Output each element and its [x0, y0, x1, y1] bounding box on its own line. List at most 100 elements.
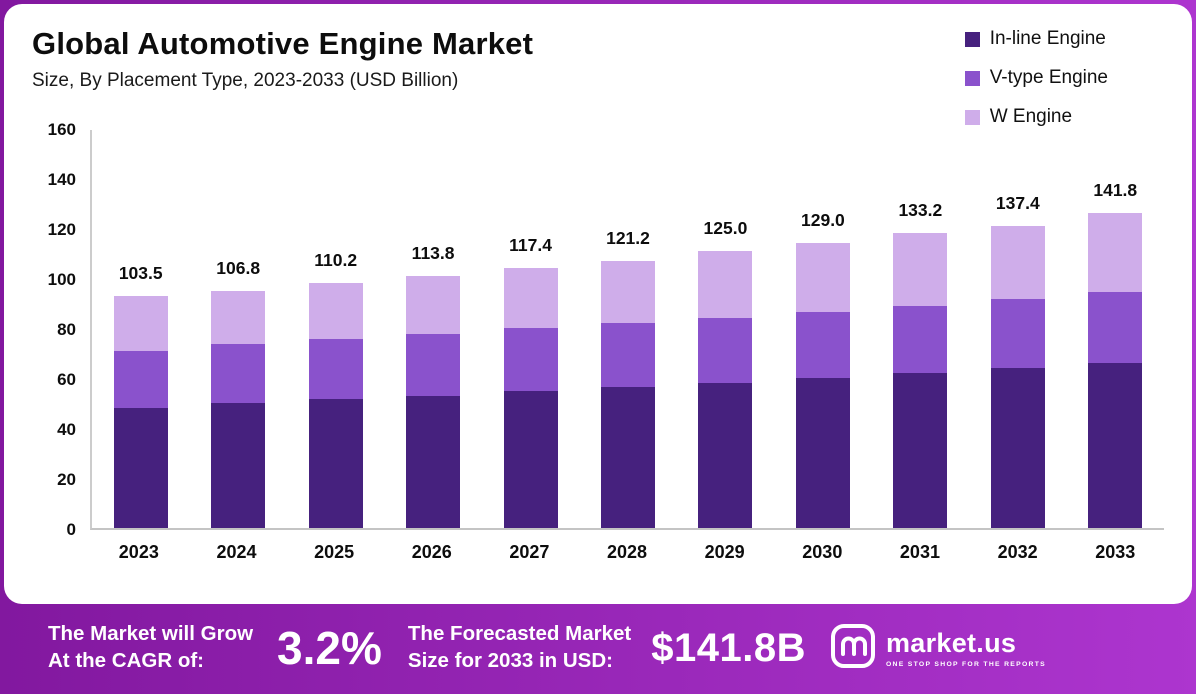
bar-segment-v-type-engine [113, 350, 168, 408]
legend-label: W Engine [989, 106, 1073, 127]
bar-column: 113.8 [384, 130, 481, 528]
bar-segment-v-type-engine [893, 305, 948, 373]
cagr-line2: At the CAGR of: [48, 649, 205, 672]
bar-segment-w-engine [503, 268, 558, 328]
bar-total-label: 125.0 [703, 217, 748, 238]
bar-segment-v-type-engine [503, 328, 558, 391]
forecast-line1: The Forecasted Market [407, 622, 632, 646]
x-axis-year-label: 2026 [411, 542, 452, 562]
bar-segment-v-type-engine [308, 339, 363, 400]
bar-segment-in-line-engine [795, 378, 850, 528]
bar-column: 133.2 [872, 130, 969, 528]
bar-segment-v-type-engine [211, 344, 266, 403]
bar-segment-w-engine [990, 225, 1045, 300]
x-axis-year-label: 2028 [607, 542, 648, 562]
bar-segment-in-line-engine [503, 390, 558, 528]
bar-total-label: 113.8 [411, 242, 455, 263]
forecast-value: $141.8B [651, 625, 806, 670]
bar-stack [1088, 213, 1143, 528]
logo-name: market.us [885, 628, 1017, 658]
legend-item: V-type Engine [964, 67, 1108, 89]
y-tick-label: 80 [57, 320, 76, 339]
logo-tagline: ONE STOP SHOP FOR THE REPORTS [885, 661, 1047, 668]
bar-stack [503, 268, 558, 528]
y-tick-label: 140 [47, 170, 76, 189]
bar-segment-w-engine [698, 250, 753, 318]
y-axis: 0 20 40 60 80 100 120 140 160 [32, 120, 90, 539]
bar-total-label: 117.4 [509, 235, 552, 255]
cagr-text: The Market will Grow At the CAGR of: [48, 621, 253, 674]
legend-item: In-line Engine [964, 28, 1108, 50]
bar-stack [990, 225, 1045, 528]
bar-segment-w-engine [893, 233, 948, 306]
cagr-line1: The Market will Grow [48, 622, 254, 646]
bar-segment-in-line-engine [600, 386, 655, 528]
bar-column: 129.0 [774, 130, 871, 528]
bar-column: 141.8 [1067, 130, 1164, 528]
y-tick-label: 20 [57, 470, 76, 489]
bar-stack [600, 260, 655, 528]
legend-label: In-line Engine [989, 28, 1106, 49]
bar-segment-w-engine [211, 290, 266, 345]
bar-column: 137.4 [969, 130, 1066, 528]
x-axis-year-label: 2030 [802, 542, 843, 562]
bar-stack [698, 250, 753, 528]
bar-segment-w-engine [308, 283, 363, 340]
y-tick-label: 160 [47, 120, 76, 139]
bar-segment-in-line-engine [990, 368, 1045, 528]
bar-column: 121.2 [579, 130, 676, 528]
bar-segment-w-engine [600, 260, 655, 323]
bar-stack [893, 233, 948, 528]
plot-area-wrap: 103.5 106.8 110.2 113.8 117.4 121.2 125.0 129.0… [90, 130, 1164, 563]
x-axis-year-label: 2029 [704, 542, 745, 562]
chart-legend: In-line Engine V-type Engine W Engine [964, 20, 1164, 128]
forecast-text: The Forecasted Market Size for 2033 in U… [408, 621, 631, 674]
legend-label: V-type Engine [989, 67, 1108, 88]
bar-segment-in-line-engine [308, 399, 363, 528]
legend-swatch [964, 109, 980, 125]
bar-segment-v-type-engine [600, 323, 655, 387]
bar-segment-in-line-engine [406, 395, 461, 528]
y-tick-label: 40 [57, 420, 76, 439]
bar-stack [113, 295, 168, 528]
stacked-bar-chart: 0 20 40 60 80 100 120 140 160 103.5 106.8 110.2 113… [32, 120, 1164, 563]
bar-segment-in-line-engine [113, 408, 168, 528]
bar-segment-v-type-engine [406, 334, 461, 396]
bar-segment-w-engine [113, 295, 168, 351]
y-tick-label: 0 [66, 520, 76, 539]
bar-column: 103.5 [92, 130, 189, 528]
bar-segment-in-line-engine [893, 373, 948, 528]
title-block: Global Automotive Engine Market Size, By… [32, 20, 533, 92]
plot-area: 103.5 106.8 110.2 113.8 117.4 121.2 125.0 129.0… [90, 130, 1164, 530]
bar-total-label: 110.2 [314, 250, 358, 270]
bar-total-label: 103.5 [118, 262, 163, 283]
chart-panel: Global Automotive Engine Market Size, By… [4, 4, 1192, 604]
y-tick-label: 60 [57, 370, 76, 389]
y-tick-label: 120 [47, 220, 76, 239]
x-axis-year-label: 2025 [314, 542, 355, 562]
x-axis-year-label: 2031 [899, 542, 940, 562]
x-axis-year-label: 2032 [997, 542, 1038, 562]
chart-header: Global Automotive Engine Market Size, By… [32, 20, 1164, 128]
bar-segment-in-line-engine [698, 383, 753, 528]
bar-segment-w-engine [795, 243, 850, 312]
legend-swatch [964, 70, 980, 86]
bar-stack [795, 243, 850, 528]
forecast-line2: Size for 2033 in USD: [407, 649, 613, 672]
bar-segment-w-engine [1088, 213, 1143, 292]
legend-swatch [964, 31, 980, 47]
bar-total-label: 137.4 [995, 192, 1040, 213]
bar-segment-v-type-engine [1088, 291, 1143, 363]
x-axis: 2023 2024 2025 2026 2027 2028 2029 2030 2031 2032… [90, 542, 1164, 563]
bar-segment-v-type-engine [795, 311, 850, 378]
bar-segment-in-line-engine [211, 403, 266, 528]
bar-column: 125.0 [677, 130, 774, 528]
bar-total-label: 133.2 [898, 200, 943, 220]
y-tick-label: 100 [47, 270, 76, 289]
bar-stack [211, 290, 266, 528]
bar-segment-w-engine [406, 275, 461, 335]
x-axis-year-label: 2027 [509, 542, 550, 562]
bar-total-label: 106.8 [216, 257, 261, 278]
bar-column: 117.4 [482, 130, 579, 528]
